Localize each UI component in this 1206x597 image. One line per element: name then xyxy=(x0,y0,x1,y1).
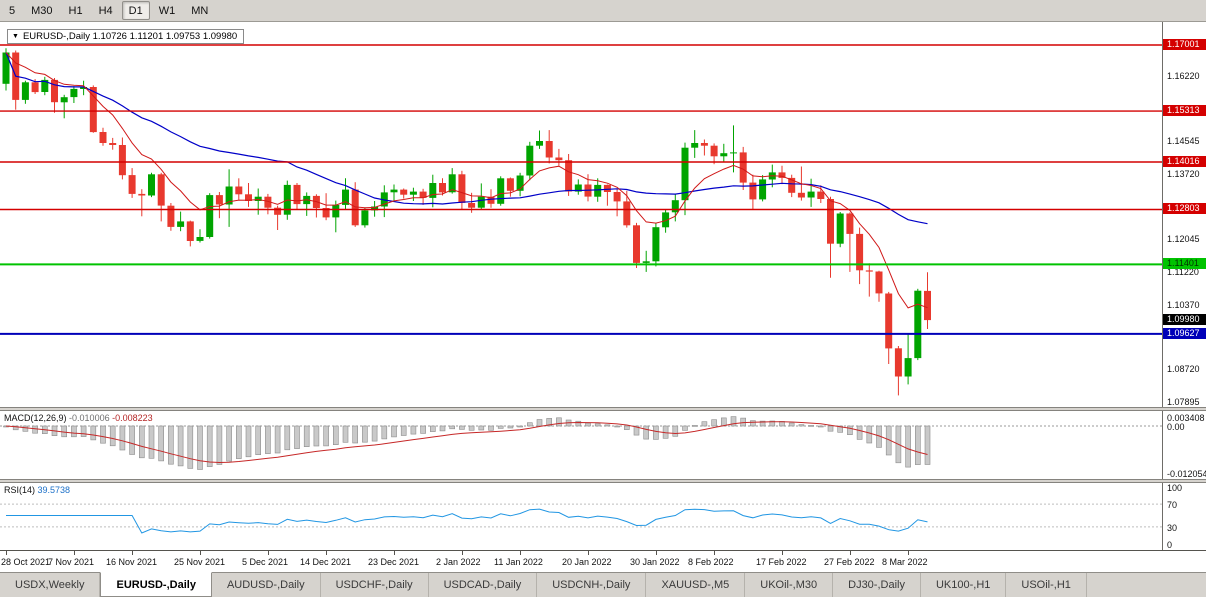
rsi-label: RSI(14) 39.5738 xyxy=(4,485,70,495)
time-axis-label: 14 Dec 2021 xyxy=(300,557,352,567)
time-axis-label: 28 Oct 2021 xyxy=(1,557,51,567)
bid-price-label: 1.09980 xyxy=(1163,314,1206,325)
chart-tab-audusd-daily[interactable]: AUDUSD-,Daily xyxy=(212,573,321,597)
chart-tab-usoil-h1[interactable]: USOil-,H1 xyxy=(1006,573,1087,597)
macd-svg xyxy=(0,416,1162,470)
ma-slow-line xyxy=(5,52,928,225)
time-axis-tick xyxy=(908,551,909,555)
time-axis-tick xyxy=(6,551,7,555)
candlesticks xyxy=(2,48,931,396)
price-axis-tick: 1.14545 xyxy=(1167,136,1200,146)
price-axis-tick: 1.16220 xyxy=(1167,71,1200,81)
chart-tab-ukoil-m30[interactable]: UKOil-,M30 xyxy=(745,573,834,597)
price-level-label: 1.14016 xyxy=(1163,156,1206,167)
macd-signal-line xyxy=(5,421,928,464)
price-axis-tick: 1.08720 xyxy=(1167,364,1200,374)
time-axis-tick xyxy=(326,551,327,555)
time-axis-label: 27 Feb 2022 xyxy=(824,557,875,567)
macd-main-value: -0.010006 xyxy=(69,413,110,423)
main-chart-svg xyxy=(0,44,1162,396)
time-axis-label: 30 Jan 2022 xyxy=(630,557,680,567)
price-axis[interactable]: 1.16220 1.14545 1.13720 1.12045 1.11220 1.103… xyxy=(1162,22,1206,550)
timeframe-button-5[interactable]: 5 xyxy=(9,4,16,17)
time-axis-label: 20 Jan 2022 xyxy=(562,557,612,567)
time-axis-tick xyxy=(588,551,589,555)
rsi-panel[interactable]: RSI(14) 39.5738 xyxy=(0,483,1162,548)
chart-symbol-box[interactable]: ▼ EURUSD-,Daily 1.10726 1.11201 1.09753 … xyxy=(7,29,245,44)
chart-tab-usdchf-daily[interactable]: USDCHF-,Daily xyxy=(321,573,429,597)
time-axis-tick xyxy=(268,551,269,555)
price-level-label: 1.11401 xyxy=(1163,258,1206,269)
macd-panel[interactable]: MACD(12,26,9) -0.010006 -0.008223 xyxy=(0,411,1162,479)
chart-tab-dj30-daily[interactable]: DJ30-,Daily xyxy=(833,573,921,597)
price-axis-tick: 1.13720 xyxy=(1167,169,1200,179)
time-axis-label: 2 Jan 2022 xyxy=(436,557,481,567)
panel-separator-rsi[interactable] xyxy=(0,479,1206,483)
time-axis-tick xyxy=(850,551,851,555)
time-axis-tick xyxy=(782,551,783,555)
timeframe-toolbar: 5 M30 H1 H4 D1 W1 MN xyxy=(0,0,1206,22)
timeframe-button-h1[interactable]: H1 xyxy=(68,4,83,17)
time-axis-label: 7 Nov 2021 xyxy=(48,557,95,567)
price-axis-tick: 1.07895 xyxy=(1167,397,1200,407)
time-axis-label: 25 Nov 2021 xyxy=(174,557,226,567)
time-axis-label: 8 Feb 2022 xyxy=(688,557,734,567)
rsi-axis-label: 0 xyxy=(1167,540,1173,550)
price-level-label: 1.17001 xyxy=(1163,39,1206,50)
rsi-value: 39.5738 xyxy=(37,485,71,495)
chart-tab-bar: USDX,Weekly EURUSD-,Daily AUDUSD-,Daily USD… xyxy=(0,572,1206,597)
ma-fast-line xyxy=(5,52,928,309)
time-axis-label: 23 Dec 2021 xyxy=(368,557,420,567)
timeframe-button-m30[interactable]: M30 xyxy=(31,4,53,17)
macd-name: MACD(12,26,9) xyxy=(4,413,67,423)
price-axis-tick: 1.10370 xyxy=(1167,300,1200,310)
chart-dropdown-icon[interactable]: ▼ xyxy=(12,33,19,40)
chart-tab-uk100-h1[interactable]: UK100-,H1 xyxy=(921,573,1007,597)
rsi-line xyxy=(6,508,928,534)
macd-axis-label: 0.00 xyxy=(1167,422,1185,432)
chart-tab-eurusd-daily[interactable]: EURUSD-,Daily xyxy=(100,572,212,597)
time-axis-tick xyxy=(520,551,521,555)
time-axis-label: 8 Mar 2022 xyxy=(882,557,928,567)
price-level-label: 1.15313 xyxy=(1163,105,1206,116)
rsi-axis-label: 100 xyxy=(1167,483,1183,493)
time-axis-tick xyxy=(394,551,395,555)
macd-axis-label: 0.003408 xyxy=(1167,413,1205,423)
chart-tab-xauusd-m5[interactable]: XAUUSD-,M5 xyxy=(646,573,746,597)
rsi-axis-label: 70 xyxy=(1167,500,1178,510)
panel-separator-macd[interactable] xyxy=(0,407,1206,411)
time-axis-tick xyxy=(656,551,657,555)
timeframe-button-w1[interactable]: W1 xyxy=(158,4,176,17)
time-axis-tick xyxy=(132,551,133,555)
price-axis-tick: 1.12045 xyxy=(1167,234,1200,244)
timeframe-button-d1[interactable]: D1 xyxy=(121,1,150,20)
chart-tab-usdcad-daily[interactable]: USDCAD-,Daily xyxy=(429,573,538,597)
time-axis-label: 17 Feb 2022 xyxy=(756,557,807,567)
macd-histogram xyxy=(3,416,931,470)
timeframe-button-mn[interactable]: MN xyxy=(191,4,209,17)
time-axis-label: 11 Jan 2022 xyxy=(494,557,543,567)
price-level-label: 1.09627 xyxy=(1163,328,1206,339)
macd-label: MACD(12,26,9) -0.010006 -0.008223 xyxy=(4,413,153,423)
time-axis-tick xyxy=(74,551,75,555)
time-axis-tick xyxy=(200,551,201,555)
macd-axis-label: -0.012054 xyxy=(1167,469,1206,479)
rsi-name: RSI(14) xyxy=(4,485,36,495)
rsi-svg xyxy=(0,503,1162,534)
time-axis-label: 5 Dec 2021 xyxy=(242,557,289,567)
time-axis[interactable]: 28 Oct 2021 7 Nov 2021 16 Nov 2021 25 Nov 2… xyxy=(0,550,1206,572)
time-axis-tick xyxy=(714,551,715,555)
chart-ohlc-label: EURUSD-,Daily 1.10726 1.11201 1.09753 1.… xyxy=(22,31,238,42)
macd-signal-value: -0.008223 xyxy=(112,413,153,423)
rsi-axis-label: 30 xyxy=(1167,523,1178,533)
price-axis-tick: 1.11220 xyxy=(1167,267,1199,277)
time-axis-label: 16 Nov 2021 xyxy=(106,557,158,567)
price-level-label: 1.12803 xyxy=(1163,203,1206,214)
time-axis-tick xyxy=(462,551,463,555)
chart-tab-usdx-weekly[interactable]: USDX,Weekly xyxy=(0,573,101,597)
main-chart-panel[interactable]: ▼ EURUSD-,Daily 1.10726 1.11201 1.09753 … xyxy=(0,23,1162,407)
timeframe-button-h4[interactable]: H4 xyxy=(98,4,113,17)
chart-tab-usdcnh-daily[interactable]: USDCNH-,Daily xyxy=(537,573,647,597)
